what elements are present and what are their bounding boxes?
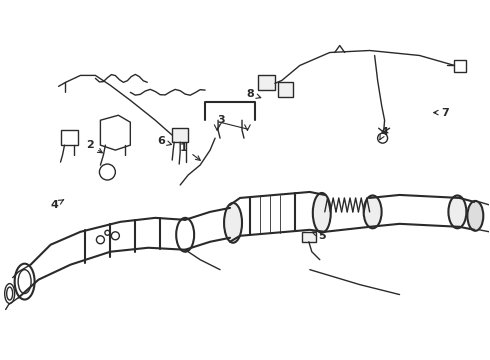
Polygon shape: [172, 128, 188, 142]
Text: 1: 1: [180, 143, 200, 160]
Text: 4: 4: [380, 127, 388, 140]
Ellipse shape: [364, 195, 382, 228]
Polygon shape: [258, 75, 275, 90]
Text: 3: 3: [218, 115, 225, 125]
Polygon shape: [302, 232, 316, 242]
Ellipse shape: [467, 201, 483, 231]
Ellipse shape: [224, 203, 242, 243]
Polygon shape: [278, 82, 293, 97]
Ellipse shape: [448, 195, 466, 228]
Text: 8: 8: [246, 89, 261, 99]
Text: 7: 7: [434, 108, 449, 118]
Text: 5: 5: [312, 231, 326, 240]
Text: 2: 2: [86, 140, 102, 153]
Text: 6: 6: [157, 136, 172, 146]
Text: 4: 4: [50, 200, 64, 210]
Ellipse shape: [313, 193, 331, 233]
